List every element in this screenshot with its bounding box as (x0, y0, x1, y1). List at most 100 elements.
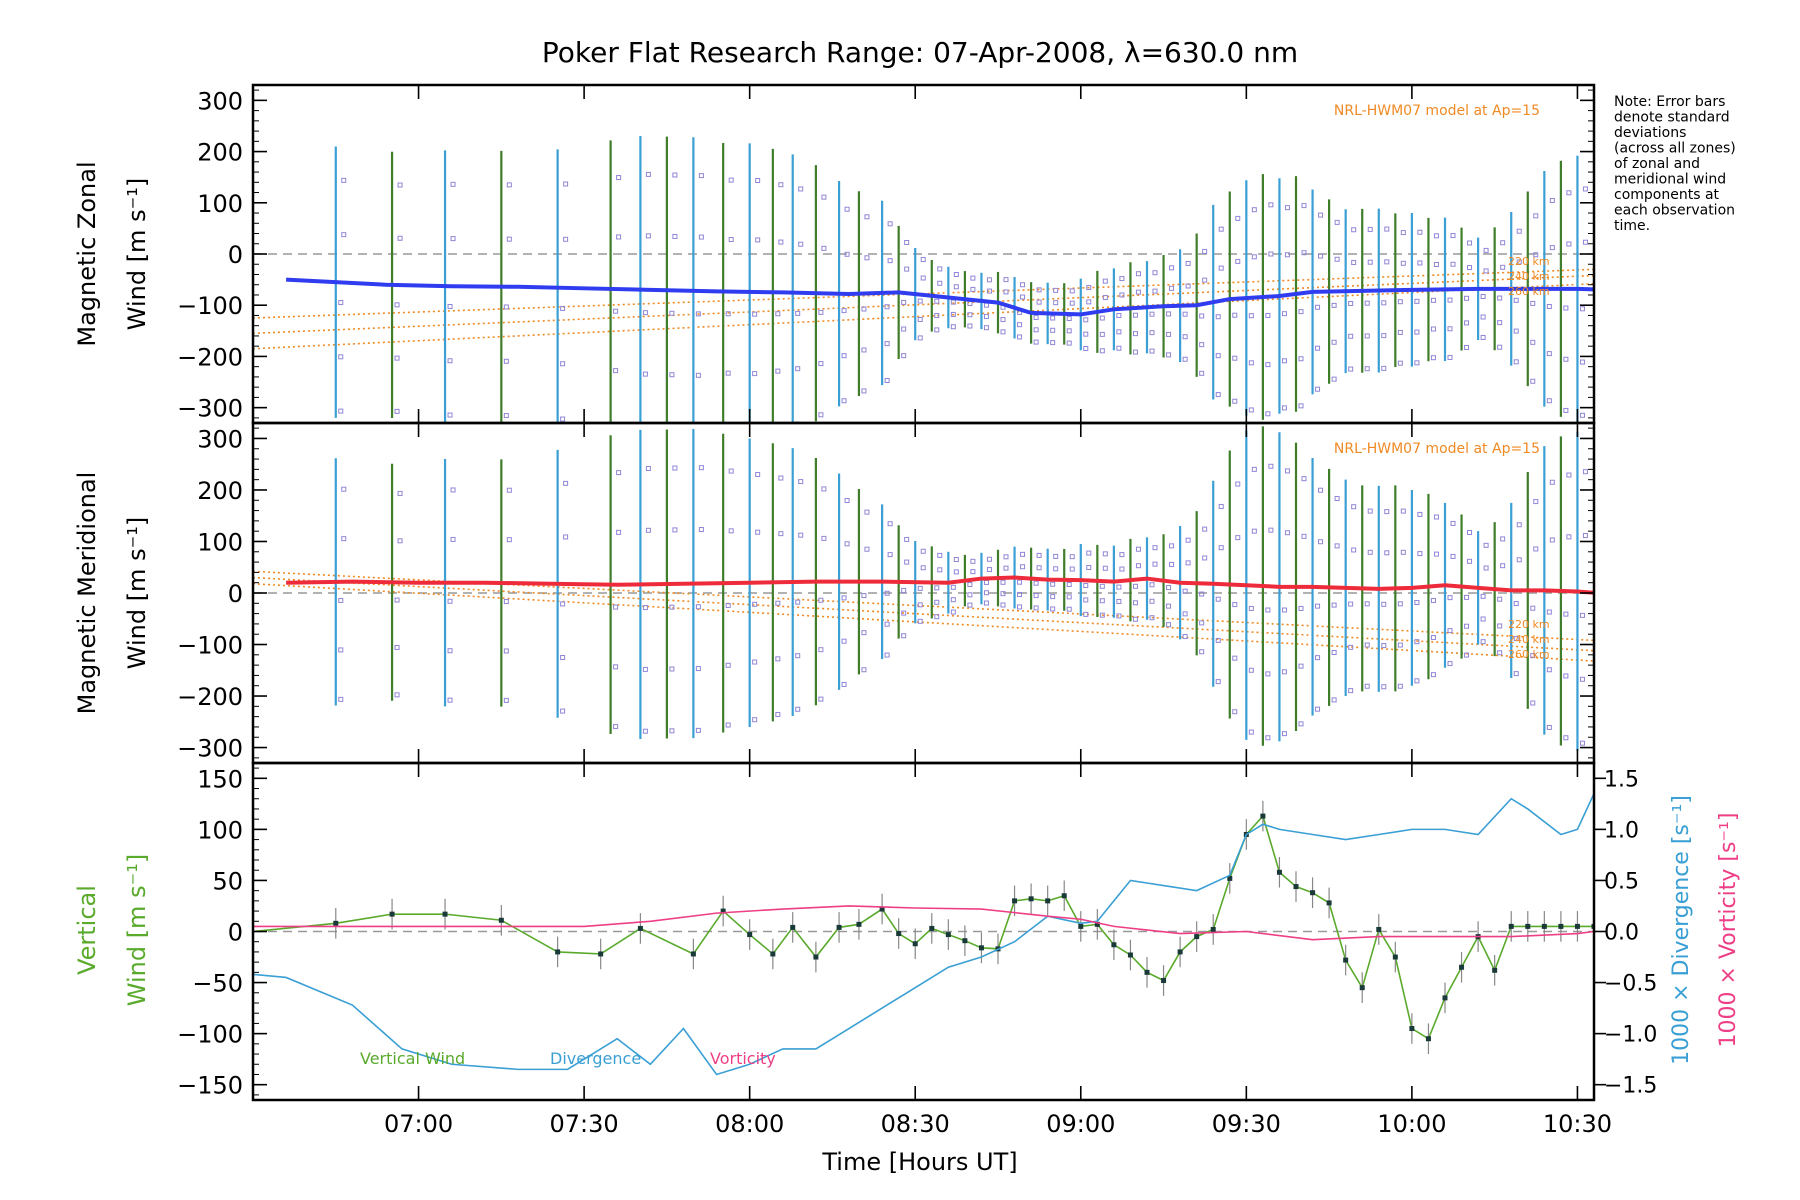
scatter-point (1348, 366, 1354, 372)
x-tick-label: 09:00 (1046, 1110, 1115, 1138)
scatter-point (1480, 593, 1486, 599)
scatter-point (695, 604, 701, 610)
scatter-point (642, 605, 648, 611)
scatter-point (950, 584, 956, 590)
scatter-point (934, 327, 940, 333)
scatter-point (1135, 563, 1141, 569)
scatter-point (645, 171, 651, 177)
scatter-point (778, 475, 784, 481)
scatter-point (864, 214, 870, 220)
data-point (747, 932, 753, 938)
scatter-point (1497, 295, 1503, 301)
scatter-point (1248, 605, 1254, 611)
scatter-point (1397, 299, 1403, 305)
scatter-point (503, 648, 509, 654)
scatter-point (645, 527, 651, 533)
scatter-point (1381, 643, 1387, 649)
scatter-point (1251, 466, 1257, 472)
scatter-point (986, 556, 992, 562)
right-tick-label: 0.0 (1604, 921, 1639, 946)
scatter-point (1281, 405, 1287, 411)
data-point (442, 911, 448, 917)
data-point (1276, 869, 1282, 875)
scatter-point (778, 182, 784, 188)
scatter-point (752, 371, 758, 377)
data-point (1359, 985, 1365, 991)
x-tick-label: 08:30 (881, 1110, 950, 1138)
data-point (1376, 926, 1382, 932)
y-tick-label: −100 (177, 632, 243, 660)
scatter-point (1381, 365, 1387, 371)
scatter-point (1099, 315, 1105, 321)
right-tick-label: 1.0 (1604, 818, 1639, 843)
scatter-point (1066, 582, 1072, 587)
scatter-point (920, 548, 926, 554)
note-line: meridional wind (1614, 172, 1726, 188)
scatter-point (1185, 283, 1191, 289)
scatter-point (1083, 345, 1089, 351)
scatter-point (1430, 672, 1436, 678)
scatter-point (728, 528, 734, 534)
scatter-point (563, 236, 569, 242)
scatter-point (1086, 550, 1092, 556)
data-point (945, 932, 951, 938)
scatter-point (1265, 607, 1271, 613)
scatter-point (1447, 595, 1453, 601)
scatter-point (1235, 535, 1241, 541)
model-line (253, 570, 1594, 642)
scatter-point (798, 241, 804, 247)
scatter-point (1069, 288, 1075, 294)
scatter-point (450, 181, 456, 187)
scatter-point (397, 490, 403, 496)
scatter-point (1053, 300, 1059, 306)
scatter-point (1433, 233, 1439, 239)
scatter-point (1069, 554, 1075, 560)
scatter-point (798, 532, 804, 538)
scatter-point (1464, 320, 1470, 326)
scatter-point (1397, 642, 1403, 648)
scatter-point (1185, 260, 1191, 266)
scatter-point (1513, 359, 1519, 365)
data-point (1293, 884, 1299, 890)
data-point (1508, 923, 1514, 929)
scatter-point (447, 358, 453, 364)
scatter-point (1331, 302, 1337, 308)
scatter-point (1513, 328, 1519, 334)
scatter-point (1500, 240, 1506, 246)
scatter-point (560, 654, 566, 660)
scatter-point (1546, 303, 1552, 309)
scatter-point (1450, 520, 1456, 526)
y-axis-label: Magnetic Meridional (73, 472, 101, 715)
scatter-point (861, 347, 867, 353)
scatter-point (1235, 258, 1241, 264)
scatter-point (1020, 551, 1026, 557)
scatter-point (1017, 592, 1023, 598)
scatter-point (904, 559, 910, 565)
scatter-point (901, 299, 907, 305)
model-label: NRL-HWM07 model at Ap=15 (1334, 103, 1540, 119)
scatter-point (1447, 628, 1453, 634)
scatter-point (795, 653, 801, 659)
vorticity-axis-label: 1000 × Vorticity [s⁻¹] (1716, 813, 1741, 1048)
scatter-point (1334, 543, 1340, 549)
scatter-point (1433, 551, 1439, 557)
scatter-point (1132, 616, 1138, 622)
scatter-point (798, 479, 804, 485)
scatter-point (844, 206, 850, 212)
scatter-point (934, 298, 940, 304)
scatter-point (613, 604, 619, 610)
scatter-point (1185, 537, 1191, 543)
scatter-point (1381, 601, 1387, 607)
scatter-point (1218, 265, 1224, 271)
scatter-point (1182, 334, 1188, 340)
scatter-point (447, 648, 453, 654)
scatter-point (884, 621, 890, 627)
scatter-point (1215, 314, 1221, 320)
scatter-point (1116, 613, 1122, 619)
scatter-point (1298, 356, 1304, 362)
scatter-point (563, 534, 569, 540)
scatter-point (1579, 740, 1585, 746)
scatter-point (1417, 551, 1423, 557)
scatter-point (861, 667, 867, 673)
